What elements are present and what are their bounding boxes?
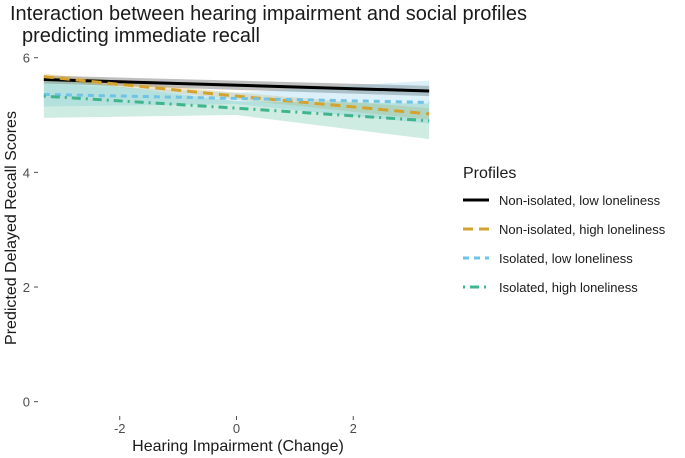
ci-band-3 <box>43 80 430 124</box>
y-tick-label-2: 2 <box>23 280 30 295</box>
x-axis-title: Hearing Impairment (Change) <box>132 438 344 455</box>
x-tick-label-3: 2 <box>350 421 357 436</box>
chart-title-line-2: predicting immediate recall <box>22 25 260 47</box>
legend-label-2: Non-isolated, high loneliness <box>499 222 666 237</box>
y-tick-label-3: 4 <box>23 165 30 180</box>
series-line-3 <box>43 92 430 104</box>
chart-title-line-1: Interaction between hearing impairment a… <box>10 3 527 25</box>
series-line-2 <box>43 75 430 116</box>
series-line-4 <box>43 94 430 123</box>
y-axis-title: Predicted Delayed Recall Scores <box>3 111 20 345</box>
legend-title: Profiles <box>463 165 516 182</box>
y-tick-label-4: 6 <box>23 51 30 66</box>
legend-label-3: Isolated, low loneliness <box>499 251 633 266</box>
series-line-1 <box>43 78 430 93</box>
legend-label-1: Non-isolated, low loneliness <box>499 193 661 208</box>
ci-band-4 <box>43 77 430 140</box>
legend: Profiles Non-isolated, low loneliness Non… <box>463 165 666 295</box>
legend-label-4: Isolated, high loneliness <box>499 280 638 295</box>
x-tick-label-1: -2 <box>114 421 126 436</box>
plot-area: -2 0 2 0 2 4 6 <box>23 51 430 436</box>
x-tick-label-2: 0 <box>233 421 240 436</box>
y-tick-label-1: 0 <box>23 395 30 410</box>
